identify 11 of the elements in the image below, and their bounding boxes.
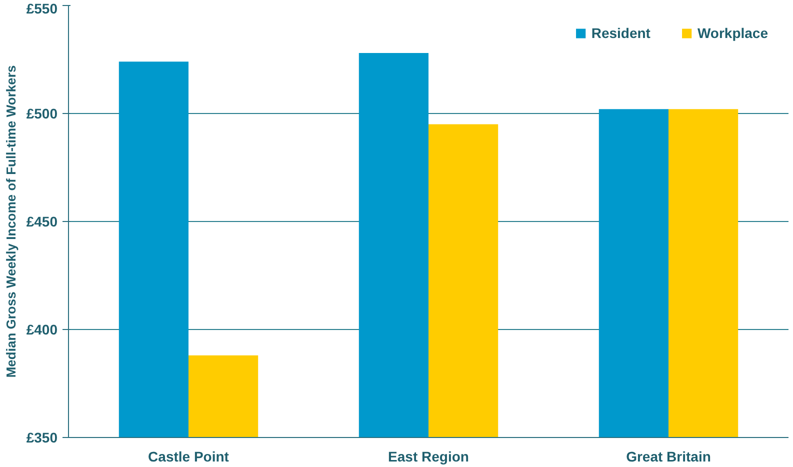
y-tick-label: £450 bbox=[26, 214, 58, 230]
y-tick-label: £550 bbox=[26, 0, 58, 16]
x-tick-label: East Region bbox=[388, 448, 469, 464]
x-tick-label: Great Britain bbox=[626, 448, 711, 464]
y-tick-label: £350 bbox=[26, 430, 58, 446]
y-tick-label: £400 bbox=[26, 322, 58, 338]
y-axis-title: Median Gross Weekly Income of Full-time Workers bbox=[3, 65, 18, 378]
legend-label: Workplace bbox=[697, 25, 768, 41]
x-tick-label: Castle Point bbox=[148, 448, 230, 464]
y-tick-label: £500 bbox=[26, 106, 58, 122]
legend-label: Resident bbox=[591, 25, 650, 41]
